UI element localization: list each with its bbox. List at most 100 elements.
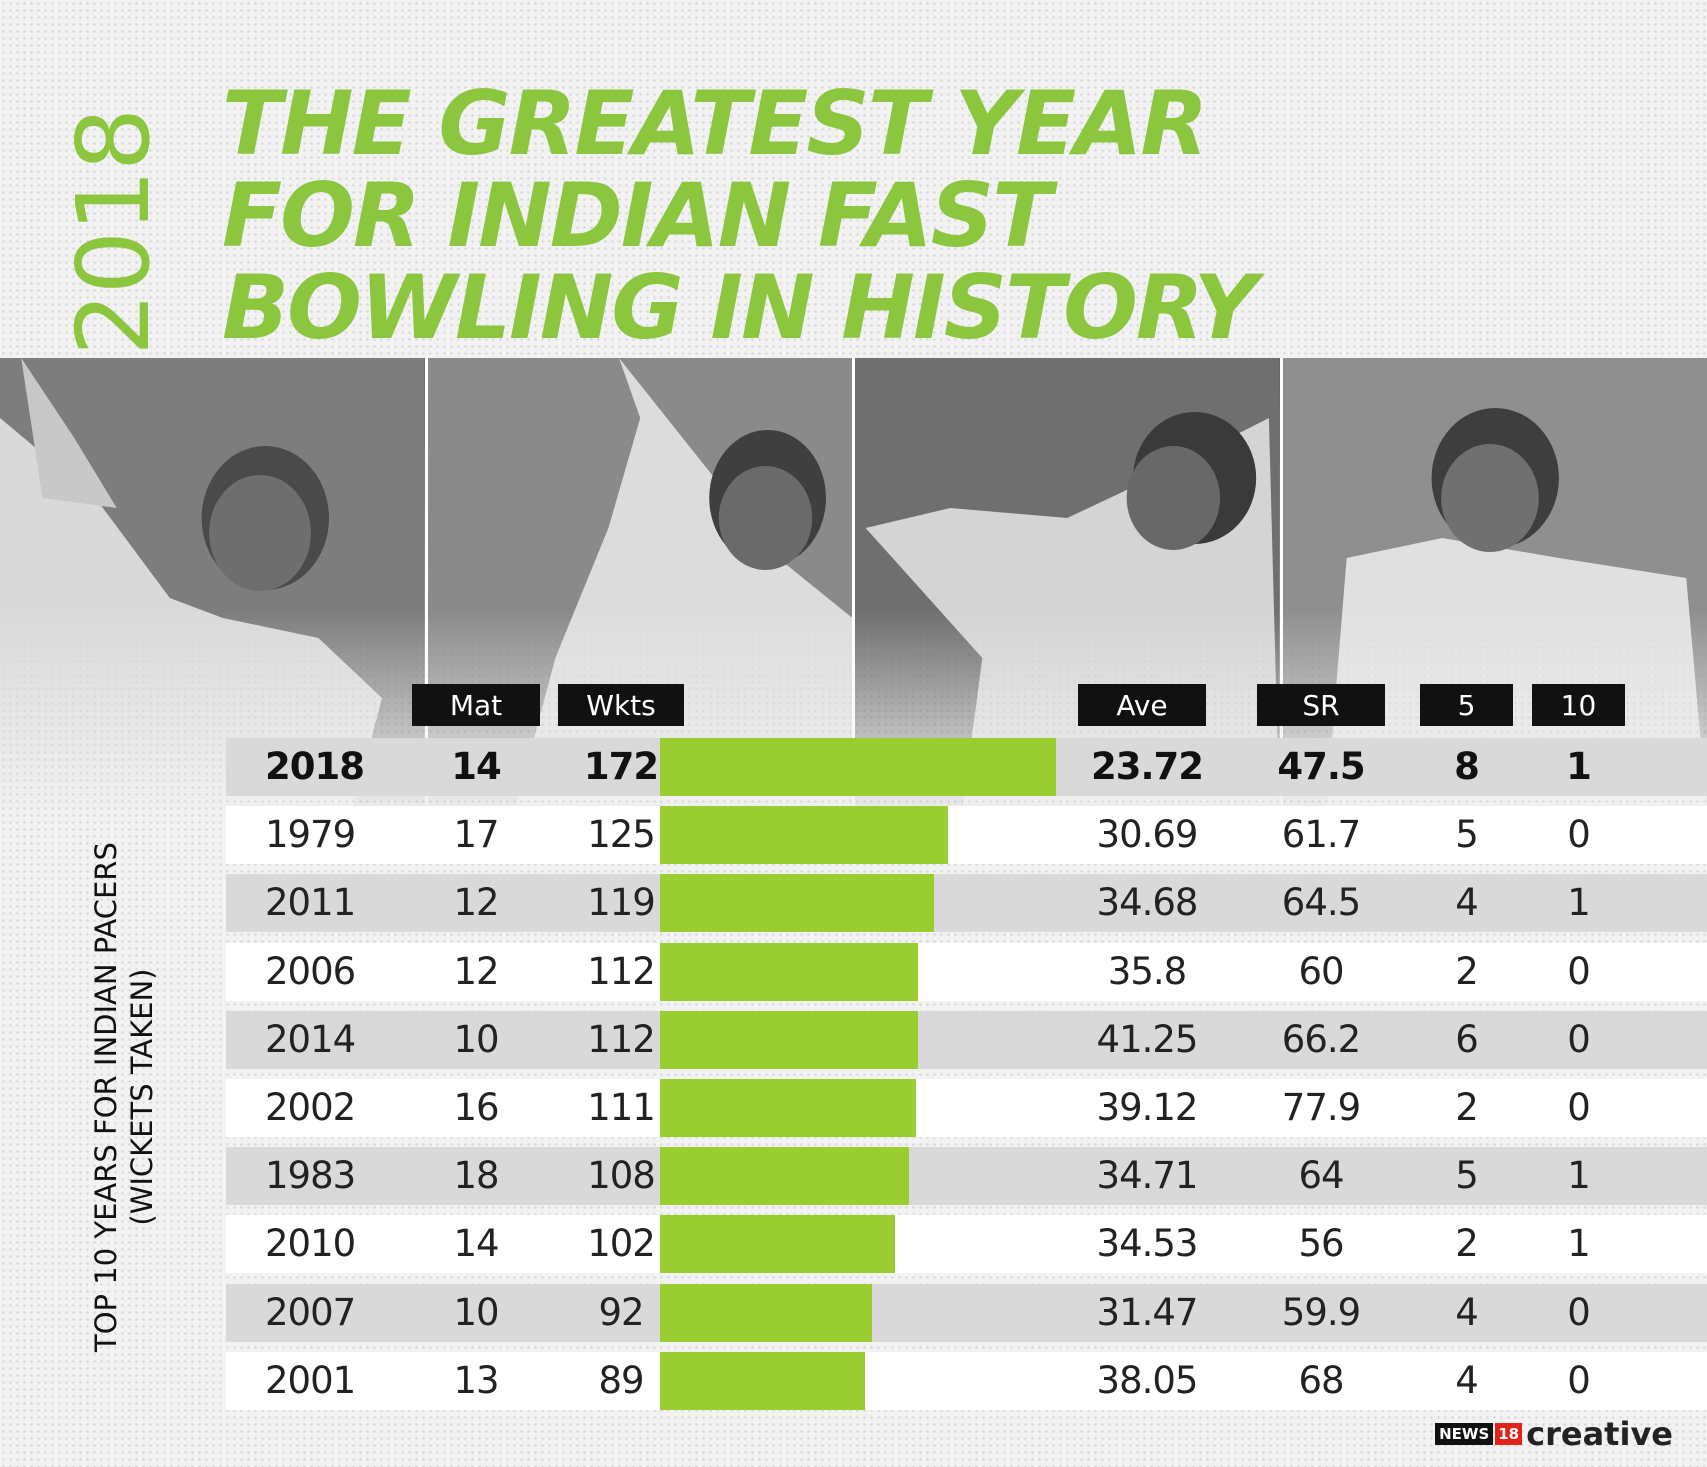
header-mat: Mat (412, 684, 540, 726)
header-sr: SR (1257, 684, 1385, 726)
header-ave: Ave (1078, 684, 1206, 726)
cell-wickets: 112 (587, 950, 656, 993)
cell-wickets: 92 (598, 1291, 644, 1334)
wickets-bar (660, 874, 934, 932)
cell-year: 2011 (265, 881, 356, 924)
cell-five-wicket-hauls: 5 (1455, 1154, 1479, 1197)
cell-matches: 14 (453, 1222, 499, 1265)
table-side-label: TOP 10 YEARS FOR INDIAN PACERS (WICKETS … (88, 842, 160, 1352)
table-row-highlight: 2018 14 172 23.72 47.5 8 1 (226, 738, 1707, 796)
cell-average: 31.47 (1096, 1291, 1199, 1334)
cell-ten-wicket-hauls: 0 (1567, 1086, 1591, 1129)
cell-wickets: 102 (587, 1222, 656, 1265)
side-label-line-2: (WICKETS TAKEN) (125, 968, 159, 1226)
cell-year: 2006 (265, 950, 356, 993)
table-row: 1983 18 108 34.71 64 5 1 (226, 1147, 1707, 1205)
cell-strike-rate: 68 (1298, 1359, 1344, 1402)
cell-strike-rate: 61.7 (1281, 813, 1361, 856)
cell-strike-rate: 77.9 (1281, 1086, 1361, 1129)
logo-news: NEWS (1435, 1423, 1494, 1445)
wickets-bar (660, 1147, 909, 1205)
cell-average: 34.68 (1096, 881, 1199, 924)
wickets-bar (660, 738, 1056, 796)
cell-matches: 18 (453, 1154, 499, 1197)
news18-creative-logo: NEWS 18 creative (1435, 1415, 1673, 1453)
cell-strike-rate: 47.5 (1277, 745, 1365, 788)
cell-matches: 12 (453, 950, 499, 993)
title-line-2: FOR INDIAN FAST (222, 164, 1052, 267)
cell-five-wicket-hauls: 2 (1455, 1222, 1479, 1265)
cell-average: 41.25 (1096, 1018, 1199, 1061)
cell-year: 2001 (265, 1359, 356, 1402)
cell-wickets: 108 (587, 1154, 656, 1197)
cell-five-wicket-hauls: 4 (1455, 1359, 1479, 1402)
cell-ten-wicket-hauls: 0 (1567, 813, 1591, 856)
cell-five-wicket-hauls: 2 (1455, 950, 1479, 993)
cell-wickets: 125 (587, 813, 656, 856)
cell-five-wicket-hauls: 2 (1455, 1086, 1479, 1129)
cell-ten-wicket-hauls: 0 (1567, 1018, 1591, 1061)
cell-average: 35.8 (1107, 950, 1187, 993)
cell-five-wicket-hauls: 8 (1454, 745, 1480, 788)
cell-matches: 16 (453, 1086, 499, 1129)
cell-average: 23.72 (1090, 745, 1204, 788)
cell-year: 1979 (265, 813, 356, 856)
cell-average: 38.05 (1096, 1359, 1199, 1402)
cell-matches: 13 (453, 1359, 499, 1402)
cell-strike-rate: 56 (1298, 1222, 1344, 1265)
cell-ten-wicket-hauls: 1 (1566, 745, 1592, 788)
cell-five-wicket-hauls: 5 (1455, 813, 1479, 856)
cell-five-wicket-hauls: 4 (1455, 881, 1479, 924)
header-five-wickets: 5 (1420, 684, 1513, 726)
cell-average: 34.71 (1096, 1154, 1199, 1197)
cell-year: 2014 (265, 1018, 356, 1061)
cell-average: 39.12 (1096, 1086, 1199, 1129)
cell-strike-rate: 64 (1298, 1154, 1344, 1197)
table-row: 2010 14 102 34.53 56 2 1 (226, 1215, 1707, 1273)
cell-strike-rate: 59.9 (1281, 1291, 1361, 1334)
table-row: 2011 12 119 34.68 64.5 4 1 (226, 874, 1707, 932)
cell-matches: 10 (453, 1018, 499, 1061)
cell-ten-wicket-hauls: 1 (1567, 1154, 1591, 1197)
cell-year: 2007 (265, 1291, 356, 1334)
cell-wickets: 119 (587, 881, 656, 924)
cell-ten-wicket-hauls: 0 (1567, 1291, 1591, 1334)
cell-strike-rate: 64.5 (1281, 881, 1361, 924)
logo-creative: creative (1526, 1415, 1673, 1453)
cell-strike-rate: 60 (1298, 950, 1344, 993)
header-wkts: Wkts (558, 684, 684, 726)
cell-matches: 10 (453, 1291, 499, 1334)
cell-five-wicket-hauls: 6 (1455, 1018, 1479, 1061)
wickets-bar (660, 1079, 916, 1137)
cell-ten-wicket-hauls: 0 (1567, 950, 1591, 993)
table-row: 2014 10 112 41.25 66.2 6 0 (226, 1011, 1707, 1069)
side-label-line-1: TOP 10 YEARS FOR INDIAN PACERS (89, 842, 123, 1352)
wickets-bar (660, 1215, 895, 1273)
cell-ten-wicket-hauls: 1 (1567, 881, 1591, 924)
cell-year: 2010 (265, 1222, 356, 1265)
cell-year: 2018 (265, 745, 365, 788)
table-row: 2001 13 89 38.05 68 4 0 (226, 1352, 1707, 1410)
cell-wickets: 172 (583, 745, 659, 788)
cell-strike-rate: 66.2 (1281, 1018, 1361, 1061)
cell-year: 2002 (265, 1086, 356, 1129)
cell-ten-wicket-hauls: 1 (1567, 1222, 1591, 1265)
cell-ten-wicket-hauls: 0 (1567, 1359, 1591, 1402)
cell-matches: 14 (451, 745, 502, 788)
table-row: 2007 10 92 31.47 59.9 4 0 (226, 1284, 1707, 1342)
title-line-3: BOWLING IN HISTORY (222, 256, 1257, 359)
cell-matches: 12 (453, 881, 499, 924)
logo-18: 18 (1495, 1423, 1523, 1445)
table-row: 2002 16 111 39.12 77.9 2 0 (226, 1079, 1707, 1137)
year-label: 2018 (55, 109, 172, 357)
header-ten-wickets: 10 (1532, 684, 1625, 726)
wickets-bar (660, 806, 948, 864)
wickets-bar (660, 1284, 872, 1342)
cell-matches: 17 (453, 813, 499, 856)
cell-wickets: 89 (598, 1359, 644, 1402)
cell-average: 34.53 (1096, 1222, 1199, 1265)
cell-wickets: 111 (587, 1086, 656, 1129)
wickets-bar (660, 1352, 865, 1410)
wickets-bar (660, 943, 918, 1001)
table-row: 2006 12 112 35.8 60 2 0 (226, 943, 1707, 1001)
